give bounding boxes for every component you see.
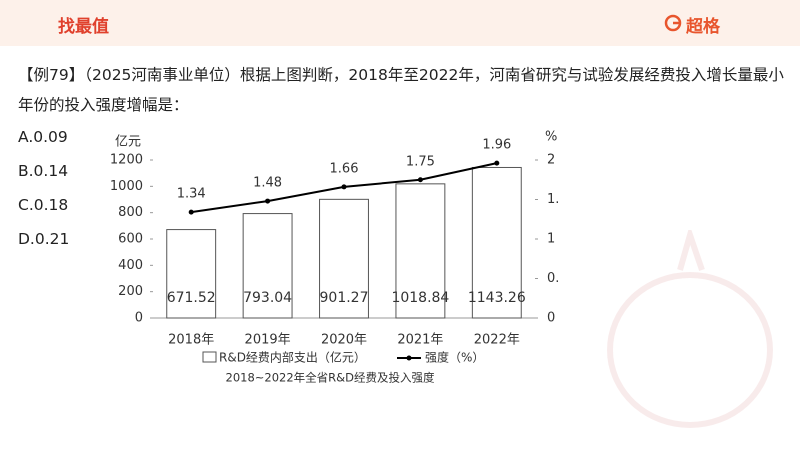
question: 【例79】（2025河南事业单位）根据上图判断，2018年至2022年，河南省研… [18,66,784,114]
line-value-label: 1.96 [482,138,511,153]
x-tick-label: 2018年 [168,333,214,348]
x-tick-label: 2022年 [474,333,520,348]
bar [319,198,369,319]
y-tick-label: 400 [118,258,143,273]
bar [471,166,522,319]
y-axis-label: 亿元 [115,135,141,150]
legend-swatch [202,351,217,363]
legend-swatch [406,355,412,361]
bar-value-label: 793.04 [243,290,292,306]
bar [395,183,446,319]
legend-label: 强度（%） [425,350,484,365]
y2-tick-label: 1 [547,232,555,247]
y2-tick-label: 1.5 [547,192,560,207]
header-title: 找最值 [58,17,109,37]
y-tick-label: 1000 [110,179,143,194]
bar-value-label: 1018.84 [391,290,449,306]
x-tick-label: 2021年 [397,333,443,348]
y-tick-label: 200 [118,284,143,299]
bar-value-label: 901.27 [320,290,369,306]
x-tick-label: 2019年 [245,333,291,348]
mascot-watermark [607,230,773,428]
header-bar: 找最值 超格 [0,0,800,46]
line-point [188,209,194,215]
chart: 亿元 % 2018~2022年全省R&D经费及投入强度 0 200 400 600 80… [105,125,560,390]
x-tick-label: 2020年 [321,333,367,348]
y-tick-label: 800 [118,205,143,220]
option[interactable]: B.0.14 [18,162,69,180]
chart-caption: 2018~2022年全省R&D经费及投入强度 [226,371,435,385]
line-value-label: 1.34 [177,187,206,202]
logo-text: 超格 [686,17,720,37]
bar-value-label: 1143.26 [468,290,526,306]
y-tick-label: 600 [118,232,143,247]
option[interactable]: D.0.21 [18,230,70,248]
bar [166,229,217,319]
logo-icon [664,14,682,32]
line-point [265,198,271,204]
line-value-label: 1.75 [406,154,435,169]
bar [242,213,293,319]
y-tick-label: 1200 [110,153,143,168]
option[interactable]: C.0.18 [18,196,69,214]
y2-tick-label: 0 [547,311,555,326]
line-value-label: 1.66 [330,161,359,176]
option[interactable]: A.0.09 [18,128,68,146]
bar-value-label: 671.52 [167,290,216,306]
line-value-label: 1.48 [253,176,282,191]
line-point [341,184,347,190]
y2-tick-label: 2 [547,153,555,168]
y-tick-label: 0 [135,311,143,326]
legend-label: R&D经费内部支出（亿元） [219,350,366,365]
y2-axis-label: % [545,130,557,145]
y2-tick-label: 0.5 [547,271,560,286]
line-point [494,160,500,166]
line-point [417,177,423,183]
